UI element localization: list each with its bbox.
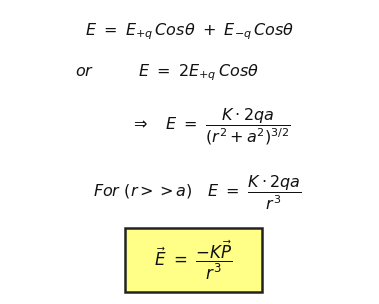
- Text: $\Rightarrow \quad E \ = \ \dfrac{K \cdot 2qa}{(r^2+a^2)^{3/2}}$: $\Rightarrow \quad E \ = \ \dfrac{K \cdo…: [130, 106, 291, 147]
- Text: $or \qquad\quad E \ = \ 2E_{+q}\,Cos\theta$: $or \qquad\quad E \ = \ 2E_{+q}\,Cos\the…: [75, 63, 259, 83]
- Text: $For\ (r{>}{>}a) \quad E \ = \ \dfrac{K \cdot 2qa}{r^3}$: $For\ (r{>}{>}a) \quad E \ = \ \dfrac{K …: [93, 174, 301, 212]
- FancyBboxPatch shape: [125, 228, 262, 292]
- Text: $E \ = \ E_{+q}\,Cos\theta \ + \ E_{-q}\,Cos\theta$: $E \ = \ E_{+q}\,Cos\theta \ + \ E_{-q}\…: [85, 22, 294, 42]
- Text: $\vec{E} \ = \ \dfrac{-K\vec{P}}{r^3}$: $\vec{E} \ = \ \dfrac{-K\vec{P}}{r^3}$: [154, 238, 233, 282]
